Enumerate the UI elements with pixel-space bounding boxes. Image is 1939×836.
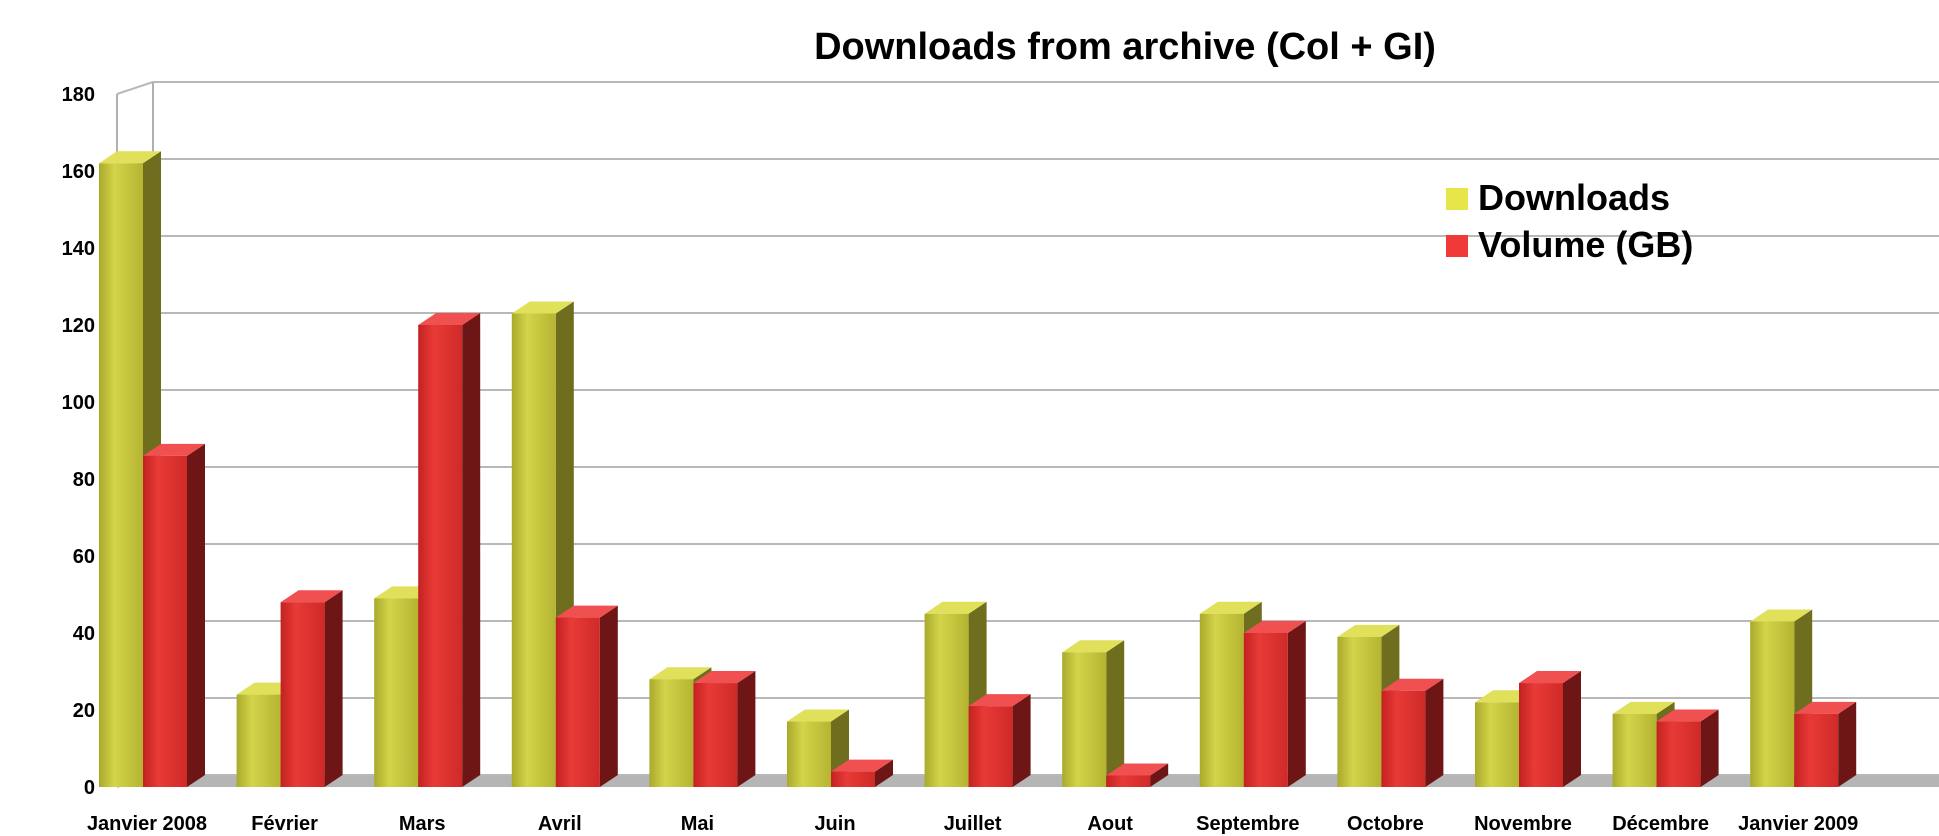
y-tick-label: 80 — [73, 469, 95, 491]
legend-swatch-1 — [1446, 235, 1468, 257]
labels-layer: 0 20 40 60 80 100 120 140 160 180 Janvier 2008 Févr… — [62, 84, 1859, 835]
legend: Downloads Volume (GB) — [1446, 177, 1693, 265]
x-tick-label: Février — [251, 813, 318, 835]
x-tick-label: Mars — [399, 813, 446, 835]
x-tick-label: Janvier 2009 — [1738, 813, 1858, 835]
y-tick-label: 60 — [73, 546, 95, 568]
chart-title: Downloads from archive (Col + GI) — [814, 26, 1436, 68]
legend-swatch-0 — [1446, 188, 1468, 210]
gridline-side — [116, 81, 154, 95]
x-tick-label: Avril — [538, 813, 582, 835]
x-tick-label: Décembre — [1612, 813, 1709, 835]
legend-label-0: Downloads — [1478, 177, 1670, 218]
bar-volume-gb- — [693, 671, 756, 787]
x-tick-label: Octobre — [1347, 813, 1424, 835]
bar-volume-gb- — [1243, 621, 1306, 787]
x-tick-label: Mai — [681, 813, 714, 835]
x-tick-label: Aout — [1087, 813, 1133, 835]
y-tick-label: 0 — [84, 777, 95, 799]
bar-volume-gb- — [831, 759, 893, 787]
bar-volume-gb- — [1794, 701, 1857, 787]
bar-volume-gb- — [968, 694, 1031, 787]
bar-volume-gb- — [1656, 709, 1719, 787]
y-tick-label: 40 — [73, 623, 95, 645]
y-tick-label: 180 — [62, 84, 95, 106]
x-tick-label: Novembre — [1474, 813, 1572, 835]
bar-downloads — [1062, 640, 1125, 787]
bar-volume-gb- — [280, 590, 343, 787]
legend-label-1: Volume (GB) — [1478, 224, 1693, 265]
y-tick-label: 120 — [62, 315, 95, 337]
bar-volume-gb- — [555, 605, 618, 787]
bar-volume-gb- — [1106, 763, 1169, 787]
bar-volume-gb- — [143, 443, 205, 787]
bar-downloads — [787, 709, 849, 787]
x-tick-label: Septembre — [1196, 813, 1299, 835]
y-tick-label: 160 — [62, 161, 95, 183]
y-tick-label: 100 — [62, 392, 95, 414]
x-tick-label: Janvier 2008 — [87, 813, 207, 835]
y-tick-label: 20 — [73, 700, 95, 722]
x-tick-label: Juin — [814, 813, 855, 835]
bar-volume-gb- — [1381, 678, 1444, 787]
bar-volume-gb- — [1519, 671, 1581, 787]
bars-layer — [99, 151, 1857, 788]
x-tick-label: Juillet — [944, 813, 1002, 835]
y-tick-label: 140 — [62, 238, 95, 260]
bar-volume-gb- — [418, 313, 481, 787]
